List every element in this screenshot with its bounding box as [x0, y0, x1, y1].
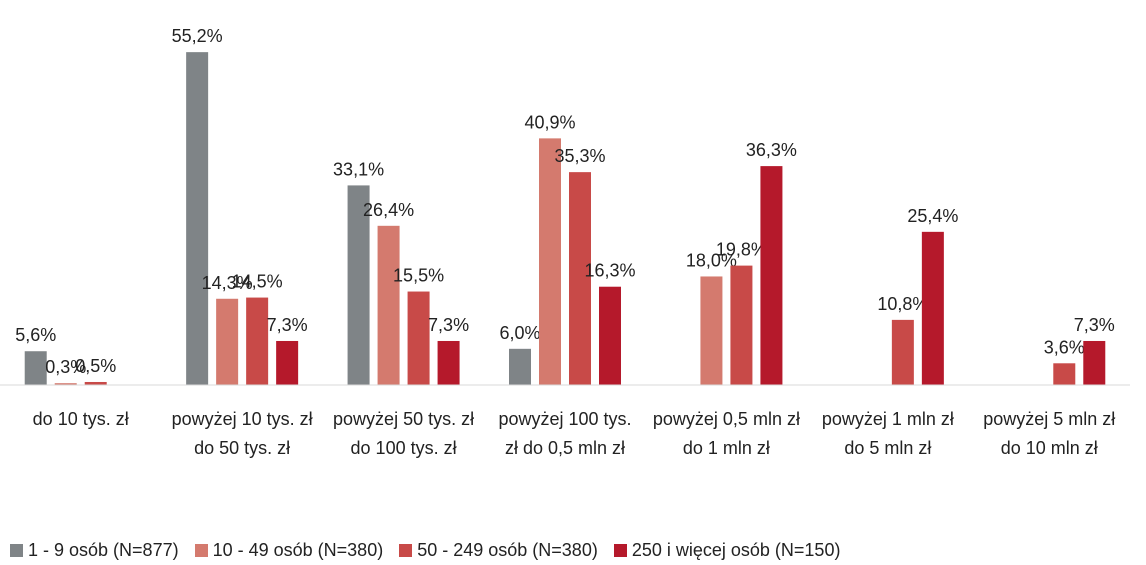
bar	[54, 383, 77, 385]
legend-label: 250 i więcej osób (N=150)	[631, 540, 841, 560]
bar	[24, 351, 47, 385]
bar	[347, 185, 370, 385]
data-label: 40,9%	[524, 112, 575, 132]
data-label: 0,3%	[45, 357, 86, 377]
bar	[569, 172, 591, 385]
bar	[407, 291, 430, 385]
bar	[700, 276, 723, 385]
data-label: 35,3%	[554, 146, 605, 166]
legend-label: 1 - 9 osób (N=877)	[28, 540, 179, 560]
x-tick-label: powyżej 50 tys. zł do 100 tys. zł	[333, 409, 475, 458]
data-label: 55,2%	[172, 26, 223, 46]
bar	[377, 225, 400, 385]
x-tick-label: powyżej 100 tys. zł do 0,5 mln zł	[498, 409, 632, 458]
bar	[539, 138, 561, 385]
bar	[730, 265, 753, 385]
data-label: 3,6%	[1044, 337, 1085, 357]
bar	[276, 340, 299, 385]
legend: 1 - 9 osób (N=877) 10 - 49 osób (N=380) 50…	[10, 540, 840, 561]
bar	[437, 340, 460, 385]
data-label: 19,8%	[716, 240, 767, 260]
x-tick-label: do 10 tys. zł	[32, 409, 129, 429]
data-label: 18,0%	[686, 250, 737, 270]
data-label: 10,8%	[877, 294, 928, 314]
x-tick-label: powyżej 0,5 mln zł do 1 mln zł	[652, 409, 800, 458]
x-tick-label: powyżej 1 mln zł do 5 mln zł	[821, 409, 954, 458]
bar	[509, 348, 531, 385]
data-label: 14,5%	[232, 272, 283, 292]
legend-item: 50 - 249 osób (N=380)	[399, 540, 598, 561]
data-label: 6,0%	[499, 323, 540, 343]
legend-swatch	[10, 544, 23, 557]
bar	[760, 166, 783, 385]
bar	[246, 297, 269, 385]
data-label: 36,3%	[746, 140, 797, 160]
legend-item: 1 - 9 osób (N=877)	[10, 540, 179, 561]
data-label: 7,3%	[1074, 315, 1115, 335]
legend-label: 50 - 249 osób (N=380)	[417, 540, 598, 560]
bar	[1053, 363, 1076, 385]
data-label: 0,5%	[75, 356, 116, 376]
data-label: 25,4%	[907, 206, 958, 226]
data-label: 16,3%	[584, 261, 635, 281]
data-label: 26,4%	[363, 200, 414, 220]
legend-label: 10 - 49 osób (N=380)	[212, 540, 384, 560]
bar	[84, 381, 107, 385]
bar	[186, 52, 209, 385]
data-label: 7,3%	[428, 315, 469, 335]
legend-item: 250 i więcej osób (N=150)	[613, 540, 841, 561]
legend-item: 10 - 49 osób (N=380)	[194, 540, 384, 561]
legend-swatch	[399, 544, 413, 557]
data-label: 7,3%	[267, 315, 308, 335]
bar	[1083, 340, 1106, 385]
data-label: 33,1%	[333, 159, 384, 179]
bar	[216, 298, 239, 385]
bar	[921, 231, 944, 385]
x-tick-label: powyżej 5 mln zł do 10 mln zł	[983, 409, 1116, 458]
data-label: 14,3%	[202, 273, 253, 293]
legend-swatch	[613, 544, 627, 557]
x-tick-label: powyżej 10 tys. zł do 50 tys. zł	[171, 409, 313, 458]
bar	[891, 319, 914, 385]
legend-swatch	[194, 544, 208, 557]
bar	[599, 286, 621, 385]
data-label: 15,5%	[393, 266, 444, 286]
data-label: 5,6%	[15, 325, 56, 345]
